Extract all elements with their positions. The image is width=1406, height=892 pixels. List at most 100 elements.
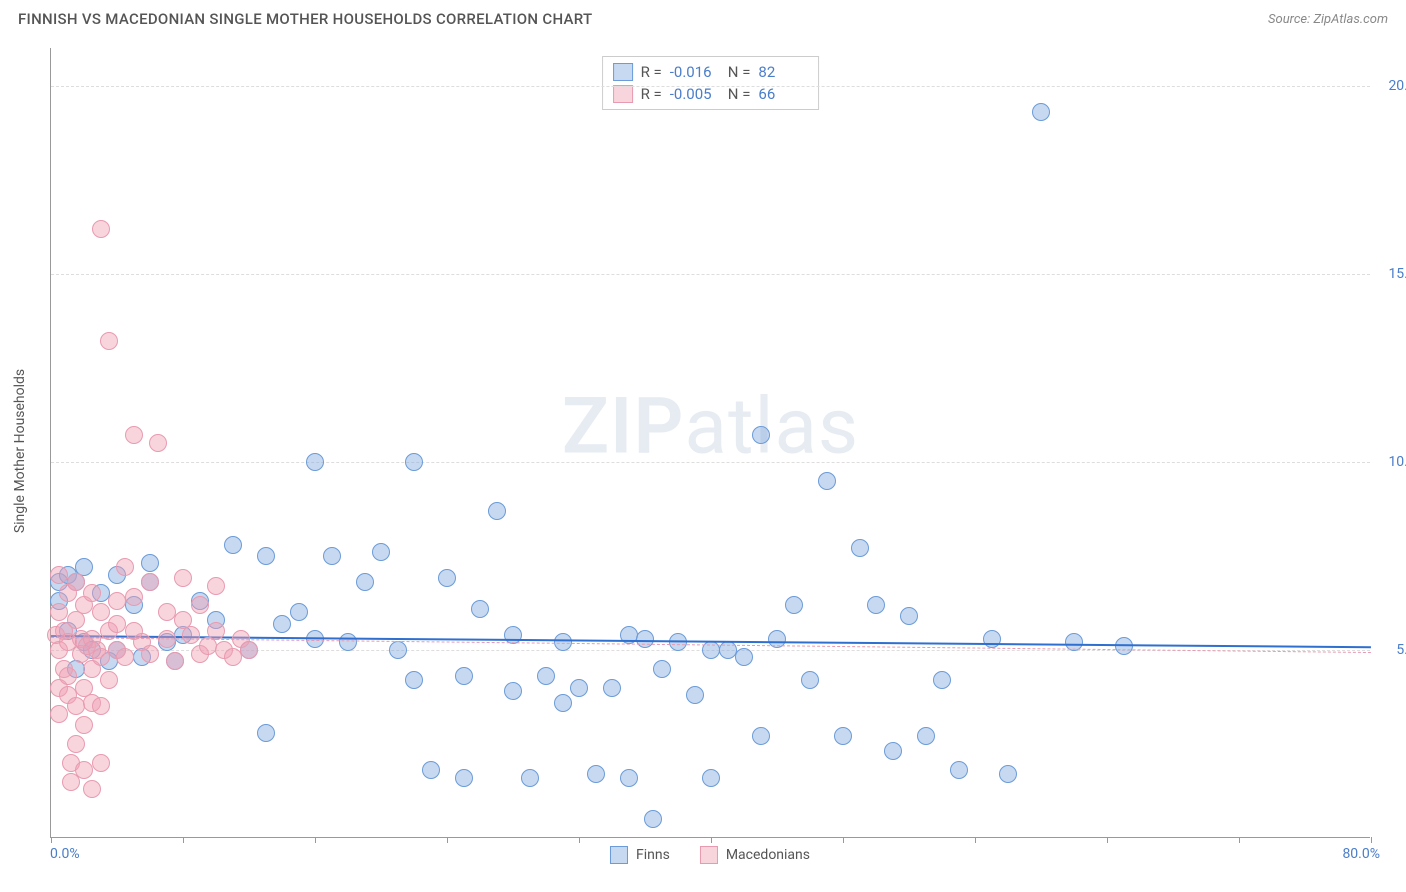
x-tick [183, 837, 184, 843]
data-point [224, 648, 242, 666]
data-point [83, 584, 101, 602]
watermark-bold: ZIP [562, 381, 685, 472]
data-point [851, 539, 869, 557]
data-point [785, 596, 803, 614]
data-point [471, 600, 489, 618]
x-tick [1107, 837, 1108, 843]
x-tick [51, 837, 52, 843]
data-point [504, 682, 522, 700]
y-axis-label: Single Mother Households [12, 369, 28, 533]
data-point [917, 727, 935, 745]
data-point [455, 769, 473, 787]
y-tick-label: 10.0% [1388, 454, 1406, 470]
data-point [735, 648, 753, 666]
data-point [166, 652, 184, 670]
x-max-label: 80.0% [1342, 846, 1380, 862]
data-point [207, 622, 225, 640]
data-point [273, 615, 291, 633]
x-tick [315, 837, 316, 843]
source-name: ZipAtlas.com [1313, 12, 1388, 27]
data-point [92, 648, 110, 666]
data-point [116, 558, 134, 576]
data-point [59, 667, 77, 685]
source-credit: Source: ZipAtlas.com [1268, 12, 1388, 27]
chart-title: FINNISH VS MACEDONIAN SINGLE MOTHER HOUS… [18, 10, 592, 28]
data-point [141, 554, 159, 572]
n-value: 66 [758, 85, 808, 103]
data-point [92, 603, 110, 621]
data-point [67, 573, 85, 591]
data-point [504, 626, 522, 644]
x-tick [1371, 837, 1372, 843]
data-point [290, 603, 308, 621]
plot-area: ZIPatlas R =-0.016N =82R =-0.005N =66 5.… [50, 48, 1370, 838]
r-label: R = [641, 63, 662, 81]
data-point [801, 671, 819, 689]
data-point [884, 742, 902, 760]
data-point [141, 573, 159, 591]
data-point [867, 596, 885, 614]
legend-item: Finns [610, 846, 670, 864]
series-legend: Finns Macedonians [610, 846, 810, 864]
chart-container: Single Mother Households ZIPatlas R =-0.… [50, 48, 1370, 838]
data-point [257, 724, 275, 742]
data-point [900, 607, 918, 625]
data-point [570, 679, 588, 697]
data-point [1032, 103, 1050, 121]
data-point [488, 502, 506, 520]
data-point [636, 630, 654, 648]
data-point [644, 810, 662, 828]
source-prefix: Source: [1268, 12, 1313, 27]
watermark-text: ZIPatlas [562, 381, 859, 472]
data-point [323, 547, 341, 565]
data-point [405, 453, 423, 471]
r-value: -0.016 [670, 63, 720, 81]
data-point [438, 569, 456, 587]
data-point [125, 588, 143, 606]
data-point [67, 735, 85, 753]
data-point [50, 603, 68, 621]
legend-item: Macedonians [700, 846, 810, 864]
data-point [108, 615, 126, 633]
data-point [372, 543, 390, 561]
data-point [92, 754, 110, 772]
data-point [306, 453, 324, 471]
data-point [149, 434, 167, 452]
data-point [405, 671, 423, 689]
data-point [50, 566, 68, 584]
data-point [182, 626, 200, 644]
data-point [603, 679, 621, 697]
data-point [50, 705, 68, 723]
data-point [75, 761, 93, 779]
data-point [537, 667, 555, 685]
data-point [554, 694, 572, 712]
legend-label: Finns [636, 847, 670, 863]
data-point [702, 769, 720, 787]
y-tick-label: 5.0% [1396, 642, 1406, 658]
data-point [999, 765, 1017, 783]
data-point [719, 641, 737, 659]
grid-line [51, 274, 1370, 275]
data-point [752, 426, 770, 444]
data-point [422, 761, 440, 779]
data-point [834, 727, 852, 745]
x-tick [447, 837, 448, 843]
data-point [83, 780, 101, 798]
x-origin-label: 0.0% [50, 846, 80, 862]
data-point [75, 716, 93, 734]
data-point [455, 667, 473, 685]
x-tick [843, 837, 844, 843]
x-tick [975, 837, 976, 843]
legend-swatch [610, 846, 628, 864]
data-point [620, 769, 638, 787]
data-point [257, 547, 275, 565]
data-point [686, 686, 704, 704]
data-point [389, 641, 407, 659]
data-point [191, 596, 209, 614]
n-label: N = [728, 85, 751, 103]
y-tick-label: 15.0% [1388, 266, 1406, 282]
data-point [587, 765, 605, 783]
data-point [207, 577, 225, 595]
data-point [141, 645, 159, 663]
legend-swatch [700, 846, 718, 864]
